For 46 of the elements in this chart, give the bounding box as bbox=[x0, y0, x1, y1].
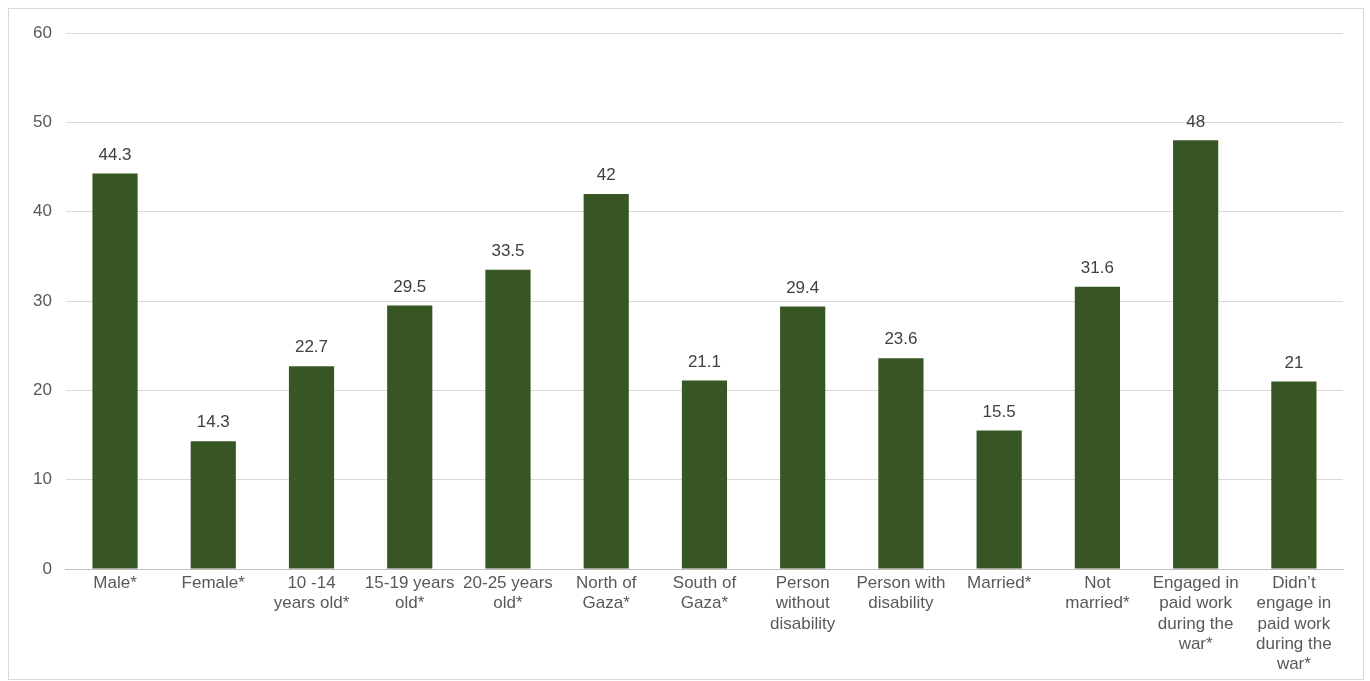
bar bbox=[190, 441, 236, 569]
data-label: 21 bbox=[1284, 352, 1304, 372]
y-tick-label: 60 bbox=[32, 22, 52, 42]
x-tick-label: Person with disability bbox=[856, 572, 946, 613]
data-label: 21.1 bbox=[687, 351, 721, 371]
x-tick-label: Married* bbox=[967, 572, 1032, 592]
data-label: 29.5 bbox=[393, 276, 427, 296]
bar bbox=[1074, 286, 1120, 569]
bar bbox=[92, 173, 138, 569]
x-tick-label: 15-19 years old* bbox=[364, 572, 455, 613]
x-tick-label: Didn’t engage in paid work during the war* bbox=[1256, 572, 1332, 674]
data-label: 31.6 bbox=[1080, 258, 1114, 277]
data-label: 22.7 bbox=[294, 337, 329, 357]
data-label: 29.4 bbox=[786, 277, 820, 297]
y-tick-label: 50 bbox=[32, 112, 52, 132]
bar bbox=[387, 305, 433, 569]
data-label: 44.3 bbox=[98, 144, 132, 164]
data-label: 33.5 bbox=[491, 241, 525, 261]
y-tick-label: 40 bbox=[32, 201, 52, 221]
bar bbox=[1173, 140, 1219, 569]
data-label: 23.6 bbox=[884, 329, 918, 349]
bar bbox=[583, 193, 629, 569]
y-tick-label: 10 bbox=[32, 469, 52, 489]
x-tick-label: Not married* bbox=[1065, 572, 1130, 613]
y-tick-label: 20 bbox=[32, 380, 52, 400]
data-label: 42 bbox=[596, 165, 616, 185]
bar bbox=[1271, 381, 1317, 569]
data-label: 14.3 bbox=[196, 412, 230, 432]
data-label: 48 bbox=[1186, 111, 1206, 131]
bar bbox=[780, 306, 826, 569]
x-tick-label: 20-25 years old* bbox=[463, 572, 553, 613]
bar bbox=[681, 380, 728, 569]
x-tick-label: North of Gaza* bbox=[575, 572, 637, 613]
bar bbox=[485, 269, 531, 569]
x-tick-label: South of Gaza* bbox=[672, 572, 737, 613]
bar bbox=[976, 430, 1022, 569]
x-tick-label: Male* bbox=[93, 572, 138, 592]
y-tick-label: 30 bbox=[32, 290, 52, 310]
bar bbox=[878, 358, 924, 569]
x-tick-label: 10 -14 years old* bbox=[273, 572, 350, 613]
x-tick-label: Female* bbox=[181, 572, 246, 592]
x-tick-label: Engaged in paid work during the war* bbox=[1152, 572, 1239, 654]
bar bbox=[288, 366, 335, 569]
x-tick-label: Person without disability bbox=[770, 572, 836, 633]
y-tick-label: 0 bbox=[42, 558, 52, 578]
data-label: 15.5 bbox=[982, 401, 1016, 421]
